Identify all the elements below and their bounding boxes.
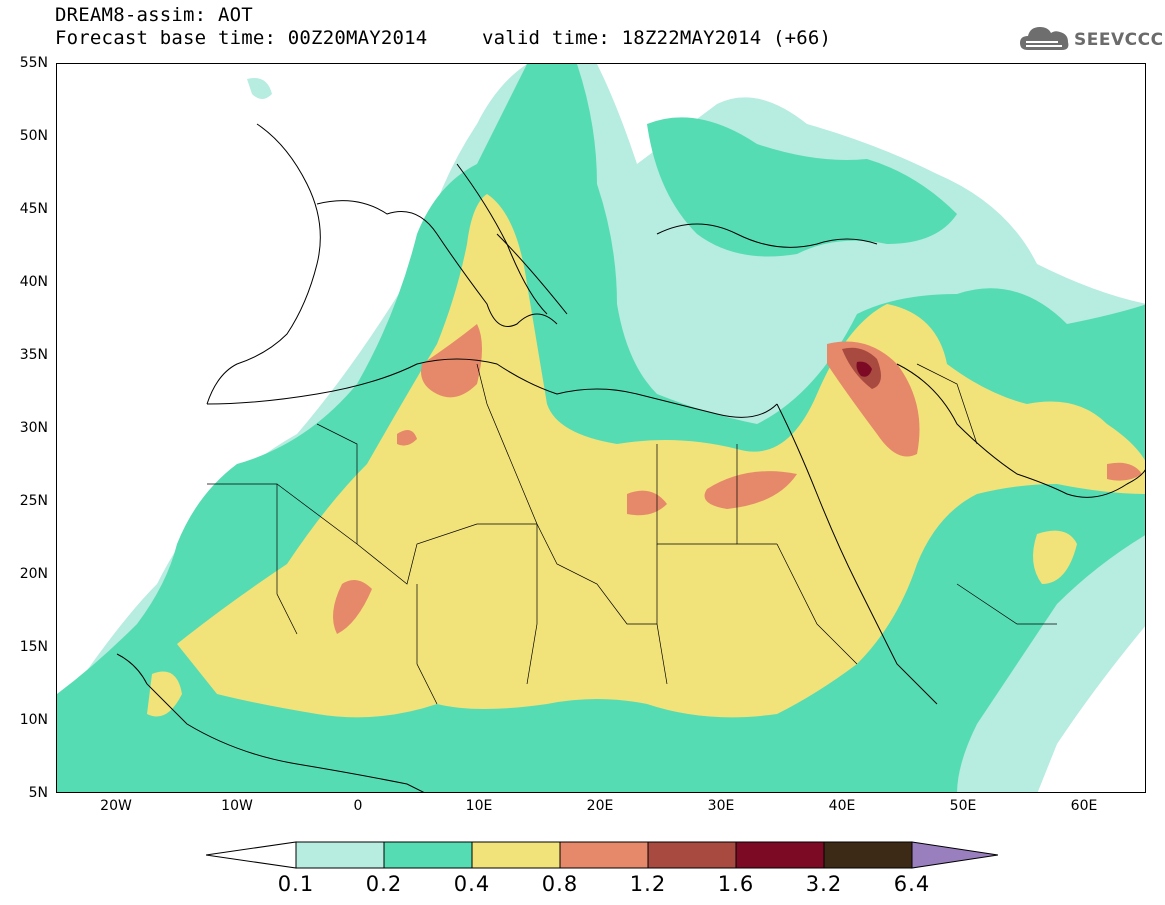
- lat-label-50n: 50N: [19, 128, 48, 144]
- lat-label-15n: 15N: [19, 639, 48, 655]
- lat-label-35n: 35N: [19, 347, 48, 363]
- lon-label-50e: 50E: [949, 798, 977, 814]
- colorbar-segment-below-0.1: [206, 841, 297, 869]
- aot-field-1.6-3.2: [856, 361, 872, 377]
- colorbar-label-6.4: 6.4: [893, 872, 931, 896]
- colorbar-label-0.2: 0.2: [365, 872, 403, 896]
- lat-label-25n: 25N: [19, 493, 48, 509]
- lon-label-0: 0: [353, 798, 363, 814]
- aot-field-0.4-0.8: [147, 194, 1145, 718]
- colorbar-segment-0.1-0.2: [295, 841, 385, 869]
- colorbar-segment-0.4-0.8: [471, 841, 561, 869]
- seevccc-logo: SEEVCCC: [1018, 22, 1163, 56]
- colorbar-segment-3.2-6.4: [823, 841, 913, 869]
- lat-label-55n: 55N: [19, 55, 48, 71]
- lat-label-45n: 45N: [19, 201, 48, 217]
- aot-map: [56, 63, 1146, 793]
- colorbar-label-3.2: 3.2: [805, 872, 843, 896]
- colorbar-label-1.2: 1.2: [629, 872, 667, 896]
- colorbar-segment-above-6.4: [911, 841, 998, 869]
- colorbar-segment-1.6-3.2: [735, 841, 825, 869]
- colorbar-segment-0.2-0.4: [383, 841, 473, 869]
- title-line-1: DREAM8-assim: AOT: [55, 4, 253, 26]
- country-borders: [207, 363, 1057, 705]
- logo-text: SEEVCCC: [1074, 30, 1164, 50]
- colorbar-label-0.8: 0.8: [541, 872, 579, 896]
- colorbar-label-0.1: 0.1: [277, 872, 315, 896]
- valid-time: valid time: 18Z22MAY2014 (+66): [482, 27, 832, 49]
- colorbar-segment-1.2-1.6: [647, 841, 737, 869]
- lon-label-40e: 40E: [828, 798, 856, 814]
- lon-label-10e: 10E: [465, 798, 493, 814]
- lon-label-30e: 30E: [707, 798, 735, 814]
- title-line-2: Forecast base time: 00Z20MAY2014 valid ti…: [55, 27, 831, 49]
- lon-label-20w: 20W: [100, 798, 132, 814]
- lat-label-30n: 30N: [19, 420, 48, 436]
- lon-label-20e: 20E: [586, 798, 614, 814]
- lat-label-10n: 10N: [19, 712, 48, 728]
- lat-label-40n: 40N: [19, 274, 48, 290]
- base-time: Forecast base time: 00Z20MAY2014: [55, 27, 428, 49]
- cloud-logo-icon: [1020, 27, 1069, 50]
- coastlines: [116, 123, 1145, 792]
- lon-label-10w: 10W: [221, 798, 253, 814]
- lat-label-20n: 20N: [19, 566, 48, 582]
- aot-colorbar: [206, 841, 998, 869]
- colorbar-label-1.6: 1.6: [717, 872, 755, 896]
- colorbar-segment-0.8-1.2: [559, 841, 649, 869]
- lat-label-5n: 5N: [28, 785, 48, 801]
- colorbar-label-0.4: 0.4: [453, 872, 491, 896]
- lon-label-60e: 60E: [1070, 798, 1098, 814]
- aot-field-svg: [57, 64, 1145, 792]
